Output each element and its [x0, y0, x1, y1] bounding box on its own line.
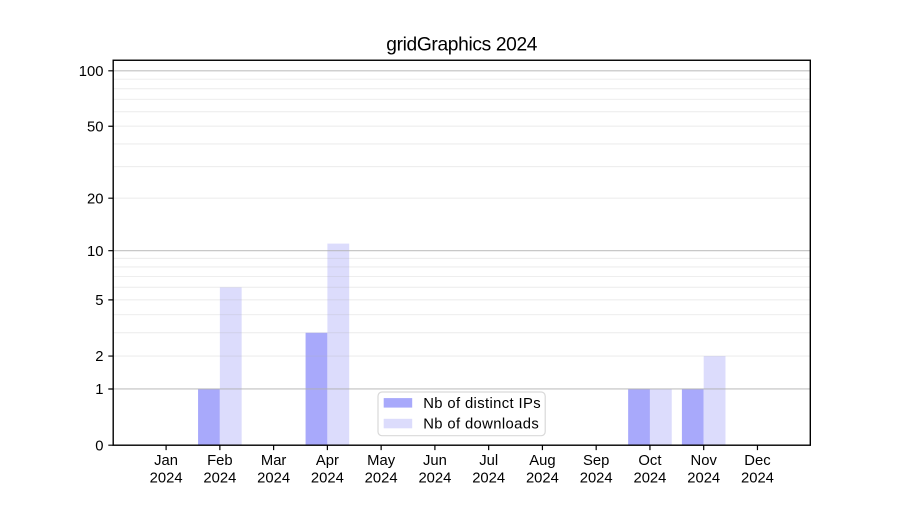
- svg-text:2024: 2024: [311, 470, 344, 486]
- svg-text:2024: 2024: [257, 470, 290, 486]
- svg-text:2024: 2024: [580, 470, 613, 486]
- svg-text:2024: 2024: [203, 470, 236, 486]
- svg-text:Feb: Feb: [207, 453, 233, 469]
- svg-text:Jun: Jun: [423, 453, 447, 469]
- svg-text:1: 1: [95, 382, 103, 398]
- svg-text:2024: 2024: [365, 470, 398, 486]
- svg-text:2024: 2024: [418, 470, 451, 486]
- svg-text:Jul: Jul: [479, 453, 498, 469]
- svg-text:Sep: Sep: [583, 453, 609, 469]
- svg-text:Nov: Nov: [691, 453, 718, 469]
- svg-text:2024: 2024: [472, 470, 505, 486]
- svg-text:2024: 2024: [150, 470, 183, 486]
- svg-text:10: 10: [87, 244, 103, 260]
- svg-text:0: 0: [95, 438, 103, 454]
- svg-text:2: 2: [95, 349, 103, 365]
- svg-text:20: 20: [87, 191, 103, 207]
- svg-text:2024: 2024: [633, 470, 666, 486]
- svg-text:Oct: Oct: [638, 453, 661, 469]
- svg-text:Nb of downloads: Nb of downloads: [423, 417, 539, 433]
- svg-text:5: 5: [95, 293, 103, 309]
- svg-text:2024: 2024: [687, 470, 720, 486]
- svg-text:May: May: [367, 453, 396, 469]
- svg-text:Jan: Jan: [154, 453, 178, 469]
- svg-text:Aug: Aug: [529, 453, 555, 469]
- svg-text:Dec: Dec: [744, 453, 771, 469]
- svg-text:100: 100: [79, 64, 104, 80]
- svg-text:2024: 2024: [526, 470, 559, 486]
- svg-text:50: 50: [87, 119, 103, 135]
- svg-text:Nb of distinct IPs: Nb of distinct IPs: [423, 396, 541, 412]
- svg-text:2024: 2024: [741, 470, 774, 486]
- svg-text:gridGraphics 2024: gridGraphics 2024: [386, 35, 538, 56]
- svg-text:Mar: Mar: [261, 453, 287, 469]
- svg-text:Apr: Apr: [316, 453, 339, 469]
